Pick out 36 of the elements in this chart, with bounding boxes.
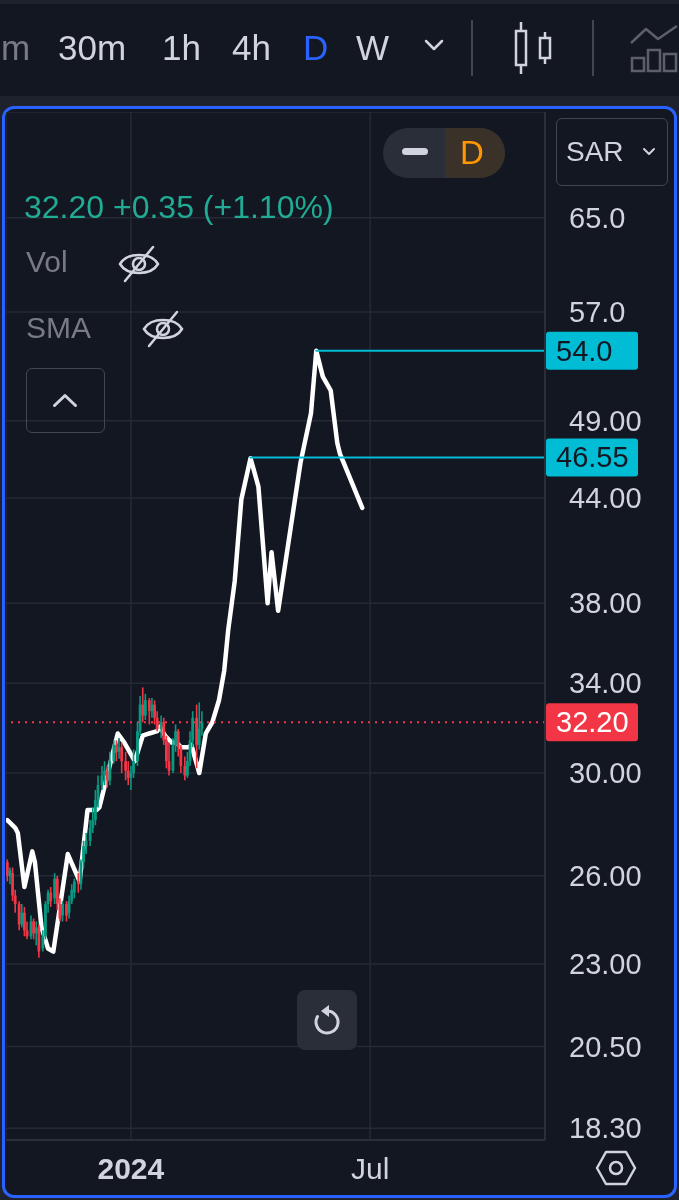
y-tick-label: 57.0: [569, 296, 626, 328]
candlestick: [120, 741, 124, 774]
text: W: [356, 28, 390, 67]
text: 32.20 +0.35 (+1.10%): [24, 189, 334, 225]
line-series: [6, 348, 365, 954]
y-tick-label: 23.00: [569, 947, 642, 980]
x-tick-label: Jul: [350, 1151, 390, 1185]
text: 30m: [58, 28, 127, 67]
candlestick: [115, 739, 118, 762]
y-tick-label: 20.50: [569, 1030, 642, 1063]
annotation: D: [460, 134, 484, 171]
data-label: 54.0: [556, 334, 613, 367]
candlestick: [23, 906, 26, 938]
y-tick-label: 34.00: [569, 667, 642, 700]
y-tick-label: 30.00: [569, 757, 642, 790]
y-tick-label: 38.00: [569, 587, 642, 620]
candlestick: [76, 872, 80, 894]
y-tick-label: 18.30: [569, 1112, 642, 1145]
text: D: [303, 28, 329, 67]
annotation: Vol: [26, 245, 68, 278]
candlestick: [49, 886, 53, 908]
candlestick: [103, 760, 106, 786]
data-label: 46.55: [556, 441, 629, 474]
y-tick-label: 65.0: [569, 201, 626, 234]
text: SAR: [566, 136, 624, 167]
candlestick: [65, 900, 68, 923]
ref-line-label: 32.20: [556, 706, 629, 739]
annotation: SMA: [26, 311, 92, 344]
y-tick-label: 49.00: [569, 404, 642, 437]
x-tick-label: 2024: [97, 1151, 165, 1185]
y-tick-label: 26.00: [569, 859, 642, 892]
y-tick-label: 44.00: [569, 481, 642, 514]
text: 4h: [232, 28, 271, 67]
candlestick: [61, 900, 64, 923]
text: m: [1, 28, 31, 67]
text: 1h: [162, 28, 201, 67]
